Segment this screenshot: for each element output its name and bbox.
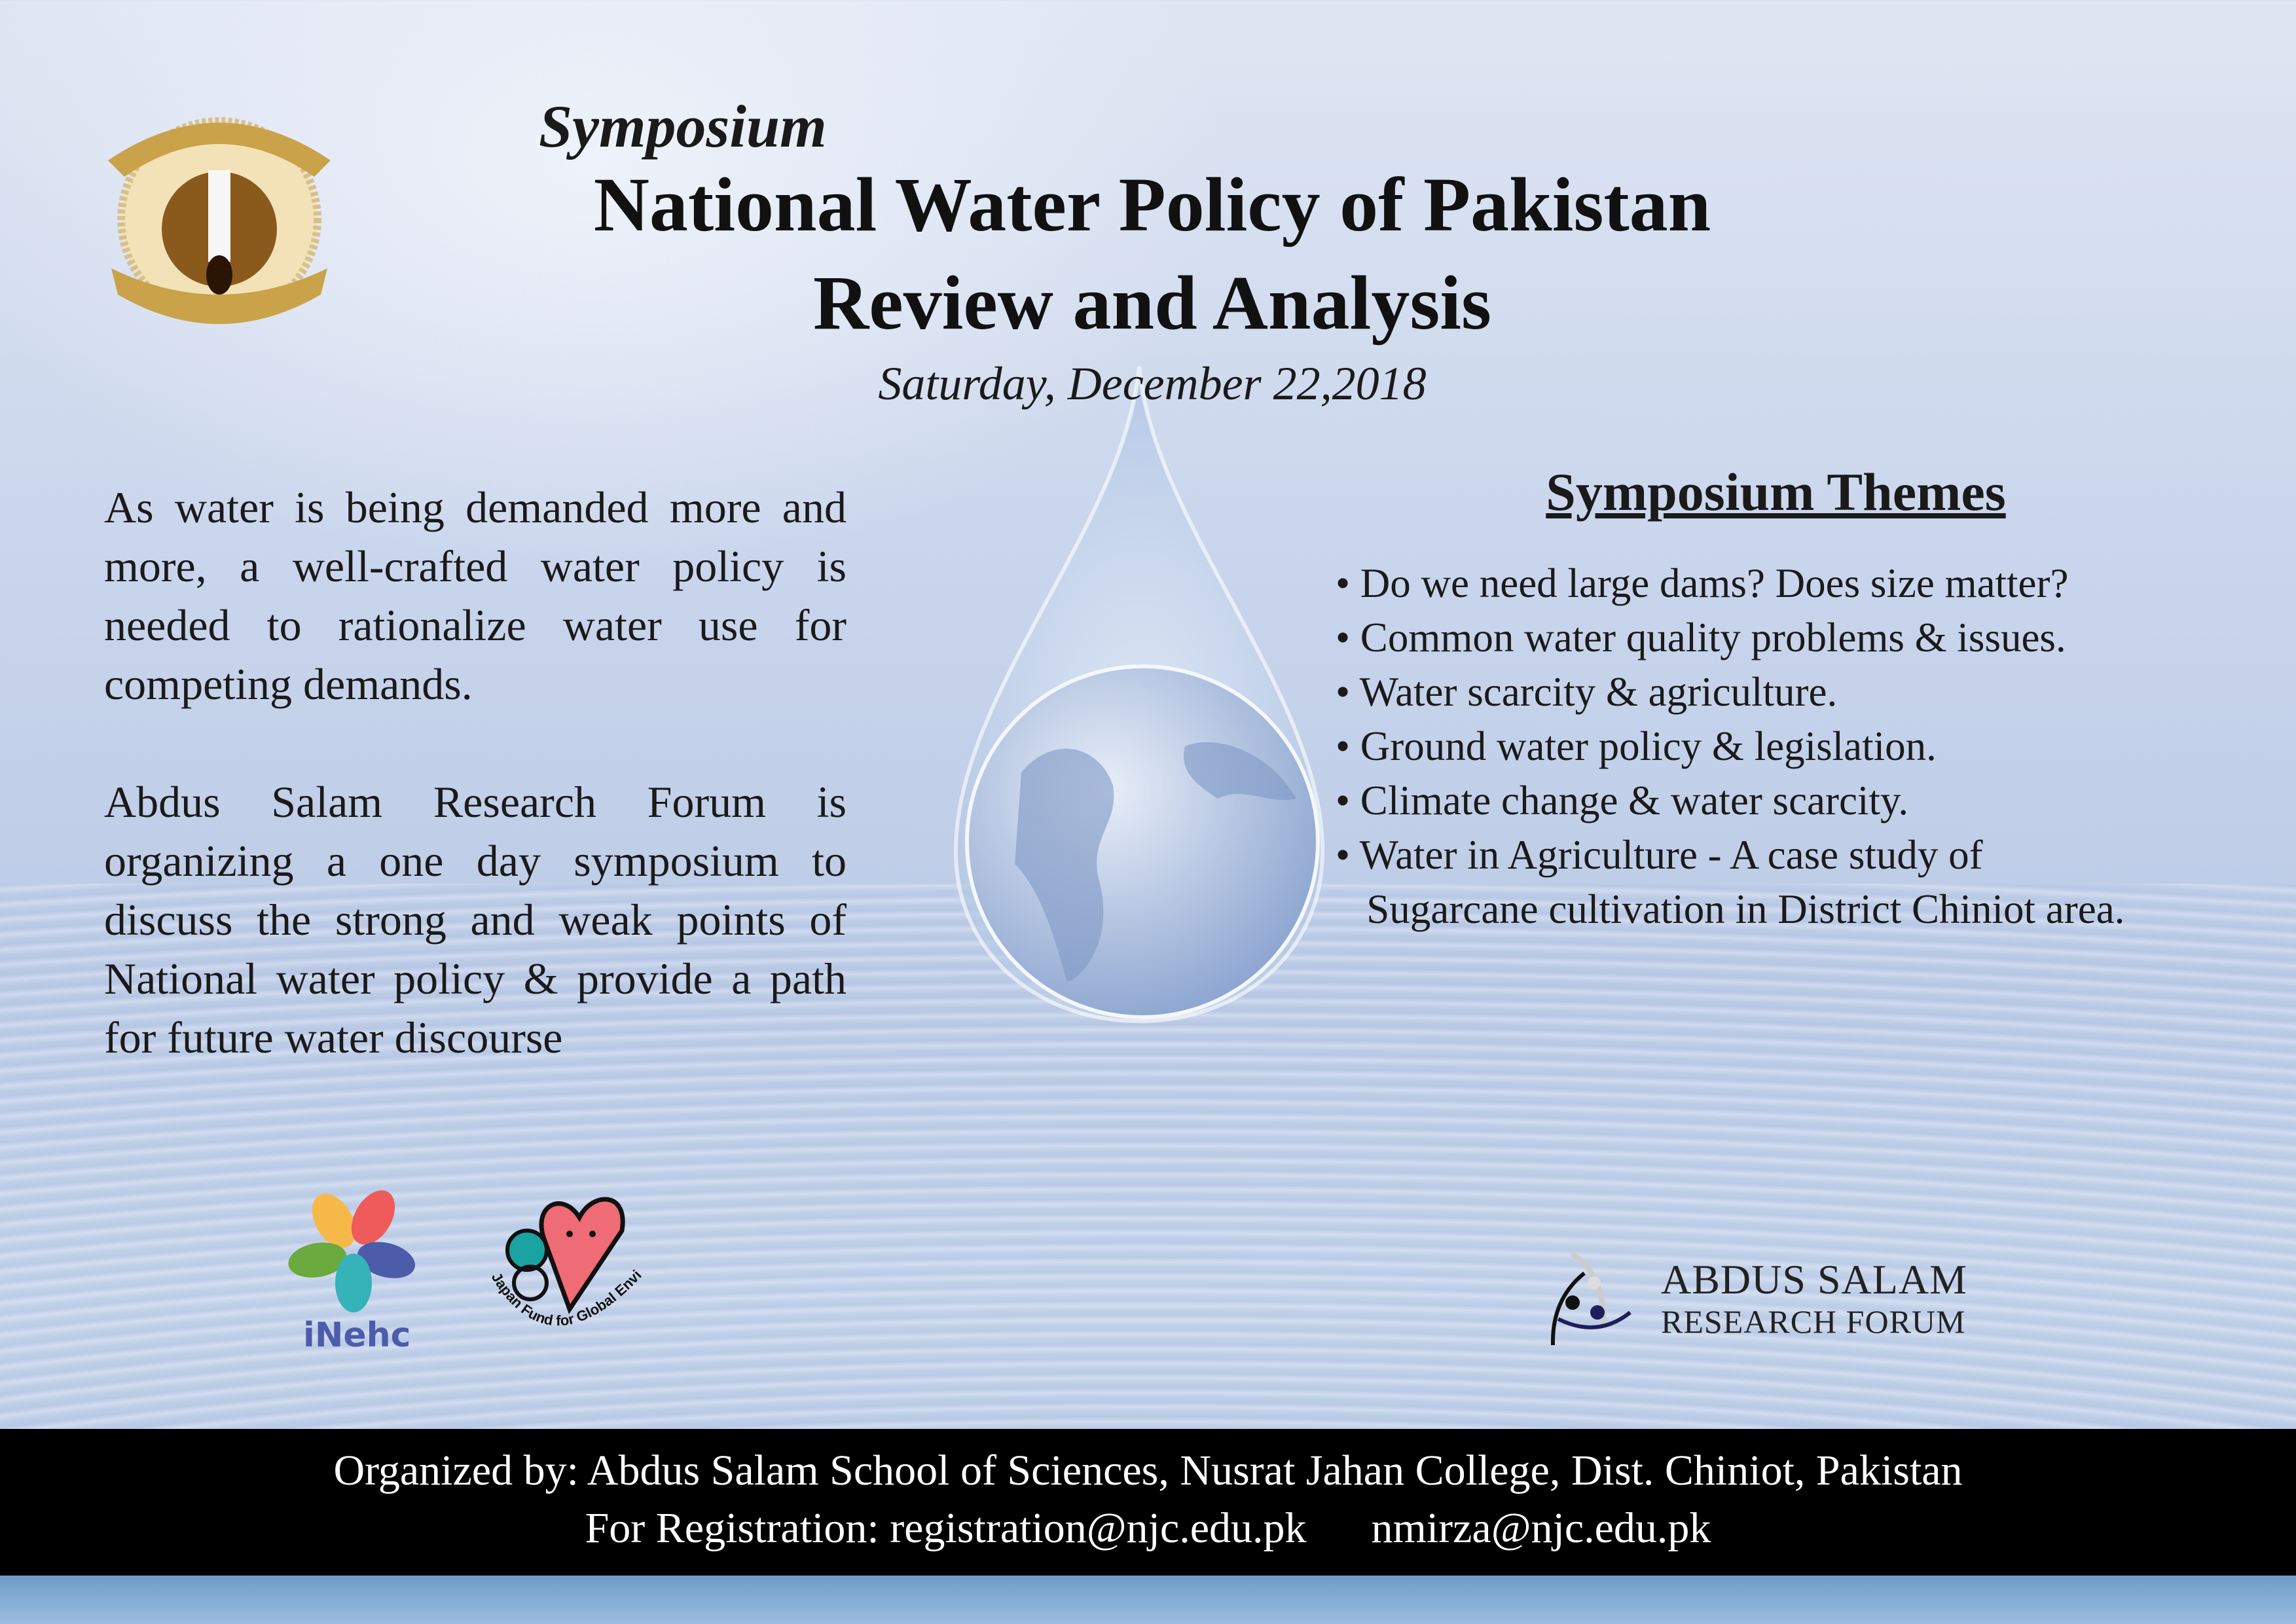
event-date: Saturday, December 22,2018 <box>878 357 1427 410</box>
inehc-wordmark: iNehc <box>303 1316 411 1355</box>
themes-list: • Do we need large dams? Does size matte… <box>1336 556 2252 937</box>
abdus-salam-research-forum-logo <box>1550 1251 1631 1346</box>
nazarat-taleem-logo <box>108 117 331 324</box>
theme-item: • Climate change & water scarcity. <box>1336 778 1909 823</box>
asrf-name-line2: RESEARCH FORUM <box>1661 1303 1966 1340</box>
inehc-hands-logo <box>288 1190 415 1312</box>
registration-text: For Registration: registration@njc.edu.p… <box>585 1504 1711 1552</box>
bottom-water-strip <box>0 1576 2296 1624</box>
footer-band: Organized by: Abdus Salam School of Scie… <box>0 1429 2296 1576</box>
intro-paragraph-2: Abdus Salam Research Forum is organizing… <box>104 777 847 1062</box>
theme-item: • Water in Agriculture - A case study of <box>1336 832 1983 878</box>
page-title-line2: Review and Analysis <box>813 260 1491 346</box>
theme-item: • Common water quality problems & issues… <box>1336 615 2066 660</box>
page-title-line1: National Water Policy of Pakistan <box>593 162 1711 247</box>
theme-item: Sugarcane cultivation in District Chinio… <box>1336 886 2125 932</box>
theme-item: • Do we need large dams? Does size matte… <box>1336 560 2069 606</box>
water-drop-globe-image <box>953 366 1325 1024</box>
japan-fund-global-environment-logo: Japan Fund for Global Environment <box>471 1178 645 1329</box>
symposium-kicker: Symposium <box>539 93 827 160</box>
themes-heading: Symposium Themes <box>1546 462 2006 522</box>
theme-item: • Ground water policy & legislation. <box>1336 723 1937 769</box>
asrf-name-line1: ABDUS SALAM <box>1661 1256 1967 1303</box>
organized-by-text: Organized by: Abdus Salam School of Scie… <box>333 1447 1963 1494</box>
intro-paragraph-1: As water is being demanded more and more… <box>104 482 847 709</box>
theme-item: • Water scarcity & agriculture. <box>1336 669 1838 715</box>
